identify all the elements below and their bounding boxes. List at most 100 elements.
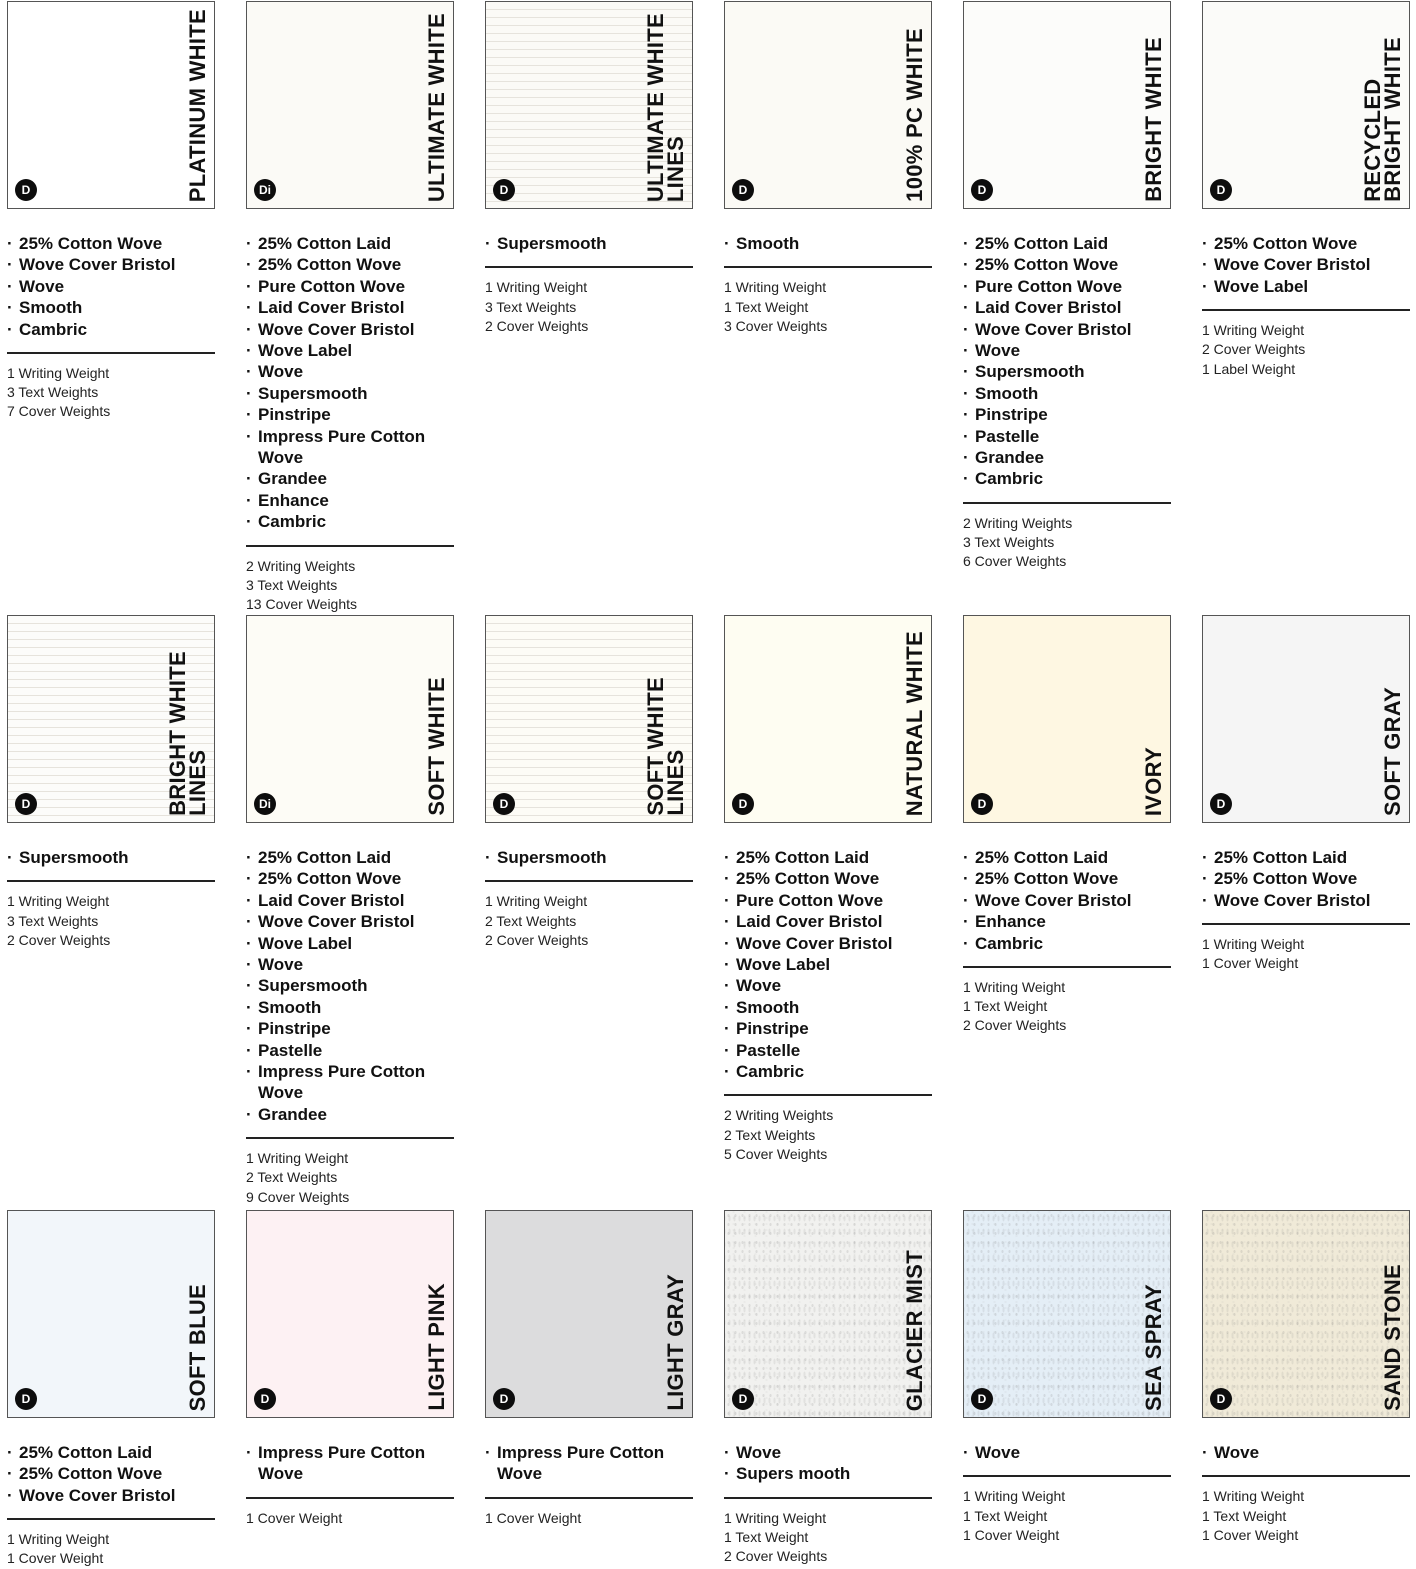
finish-list: 25% Cotton WoveWove Cover BristolWoveSmo…	[7, 233, 215, 340]
finish-item: 25% Cotton Laid	[246, 233, 454, 255]
paper-swatch-light-pink: D LIGHT PINK	[246, 1210, 454, 1418]
divider	[485, 1496, 693, 1499]
finish-item: Wove	[963, 340, 1171, 362]
swatch-name: BRIGHT WHITE LINES	[165, 651, 210, 816]
swatch-name: IVORY	[1141, 746, 1166, 816]
weight-item: 2 Text Weights	[724, 1126, 816, 1143]
weight-item: 1 Writing Weight	[963, 1488, 1066, 1505]
finish-item: Laid Cover Bristol	[724, 911, 932, 933]
swatch-card: D LIGHT PINK Impress Pure Cotton Wove 1 Cov…	[246, 1210, 454, 1528]
finish-item: 25% Cotton Wove	[1202, 233, 1410, 255]
weight-item: 2 Text Weights	[485, 912, 577, 929]
finish-item: Wove	[246, 361, 454, 383]
weight-item: 2 Cover Weights	[485, 317, 589, 334]
finish-item: Pinstripe	[246, 404, 454, 426]
swatch-card: D SAND STONE Wove 1 Writing Weight 1 Text We…	[1202, 1210, 1410, 1545]
finish-item: Supersmooth	[963, 361, 1171, 383]
swatch-name: SAND STONE	[1380, 1264, 1405, 1411]
weight-list: 2 Writing Weights 2 Text Weights 5 Cover W…	[724, 1106, 932, 1164]
finish-item: 25% Cotton Wove	[963, 254, 1171, 276]
finish-list: 25% Cotton WoveWove Cover BristolWove La…	[1202, 233, 1410, 298]
weight-list: 1 Writing Weight 3 Text Weights 7 Cover We…	[7, 364, 215, 422]
divider	[963, 501, 1171, 504]
weight-item: 1 Cover Weight	[7, 1550, 104, 1567]
weight-list: 1 Cover Weight	[485, 1509, 693, 1528]
brand-logo-icon: D	[15, 1388, 37, 1410]
weight-item: 2 Writing Weights	[963, 514, 1073, 531]
brand-logo-icon: Di	[254, 179, 276, 201]
paper-swatch-glacier-mist: D GLACIER MIST	[724, 1210, 932, 1418]
swatch-card: Di SOFT WHITE 25% Cotton Laid25% Cotton Wo…	[246, 615, 454, 1207]
weight-list: 1 Writing Weight 1 Text Weight 3 Cover Wei…	[724, 278, 932, 336]
finish-item: Pastelle	[963, 426, 1171, 448]
weight-item: 3 Text Weights	[485, 298, 577, 315]
finish-item: Smooth	[724, 233, 932, 255]
brand-logo-icon: D	[254, 1388, 276, 1410]
finish-item: Pure Cotton Wove	[724, 890, 932, 912]
finish-item: Smooth	[724, 997, 932, 1019]
paper-swatch-bright-white: D BRIGHT WHITE	[963, 1, 1171, 209]
swatch-card: D 100% PC WHITE Smooth 1 Writing Weight 1 Te…	[724, 1, 932, 336]
finish-list: Supersmooth	[485, 233, 693, 255]
swatch-card: D BRIGHT WHITE 25% Cotton Laid25% Cotton W…	[963, 1, 1171, 571]
finish-item: Wove	[963, 1442, 1171, 1464]
swatch-name: ULTIMATE WHITE LINES	[643, 12, 688, 202]
divider	[7, 352, 215, 355]
finish-list: 25% Cotton Laid25% Cotton WovePure Cotto…	[963, 233, 1171, 490]
weight-list: 1 Writing Weight 1 Cover Weight	[7, 1530, 215, 1568]
finish-item: Cambric	[246, 511, 454, 533]
brand-logo-icon: D	[15, 793, 37, 815]
brand-logo-icon: D	[732, 793, 754, 815]
weight-item: 2 Cover Weights	[724, 1548, 828, 1565]
finish-item: 25% Cotton Laid	[1202, 847, 1410, 869]
divider	[1202, 923, 1410, 926]
finish-item: Wove Cover Bristol	[1202, 890, 1410, 912]
finish-item: Wove Cover Bristol	[963, 890, 1171, 912]
weight-item: 1 Writing Weight	[7, 1531, 110, 1548]
finish-list: 25% Cotton Laid25% Cotton WovePure Cotto…	[246, 233, 454, 533]
finish-item: Grandee	[246, 468, 454, 490]
weight-item: 2 Writing Weights	[246, 557, 356, 574]
finish-item: Laid Cover Bristol	[963, 297, 1171, 319]
brand-logo-icon: D	[971, 793, 993, 815]
divider	[1202, 1475, 1410, 1478]
swatch-name: SEA SPRAY	[1141, 1283, 1166, 1411]
divider	[7, 880, 215, 883]
weight-item: 9 Cover Weights	[246, 1188, 350, 1205]
finish-item: Wove Cover Bristol	[246, 319, 454, 341]
finish-list: Impress Pure Cotton Wove	[485, 1442, 693, 1485]
finish-item: Smooth	[963, 383, 1171, 405]
finish-item: 25% Cotton Wove	[246, 254, 454, 276]
weight-list: 2 Writing Weights 3 Text Weights 6 Cover W…	[963, 514, 1171, 572]
weight-item: 1 Cover Weight	[485, 1509, 582, 1526]
weight-item: 1 Text Weight	[963, 998, 1048, 1015]
swatch-card: D ULTIMATE WHITE LINES Supersmooth 1 Writin…	[485, 1, 693, 336]
finish-item: 25% Cotton Wove	[246, 868, 454, 890]
finish-list: 25% Cotton Laid25% Cotton WoveWove Cover…	[1202, 847, 1410, 912]
brand-logo-icon: D	[732, 1388, 754, 1410]
paper-swatch-natural-white: D NATURAL WHITE	[724, 615, 932, 823]
weight-list: 1 Writing Weight 2 Cover Weights 1 Label W…	[1202, 321, 1410, 379]
weight-item: 1 Text Weight	[1202, 1507, 1287, 1524]
weight-list: 1 Writing Weight 1 Text Weight 2 Cover Wei…	[724, 1509, 932, 1567]
brand-logo-icon: D	[493, 179, 515, 201]
brand-logo-icon: D	[493, 793, 515, 815]
swatch-card: Di ULTIMATE WHITE 25% Cotton Laid25% Cotto…	[246, 1, 454, 614]
weight-item: 2 Cover Weights	[7, 931, 111, 948]
finish-item: 25% Cotton Laid	[724, 847, 932, 869]
weight-item: 1 Writing Weight	[485, 279, 588, 296]
paper-swatch-bright-white-lines: D BRIGHT WHITE LINES	[7, 615, 215, 823]
weight-list: 1 Writing Weight 1 Text Weight 2 Cover Wei…	[963, 978, 1171, 1036]
finish-item: Supersmooth	[485, 233, 693, 255]
finish-item: Wove Label	[724, 954, 932, 976]
swatch-card: D IVORY 25% Cotton Laid25% Cotton WoveWove…	[963, 615, 1171, 1036]
weight-item: 1 Writing Weight	[1202, 1488, 1305, 1505]
weight-item: 5 Cover Weights	[724, 1145, 828, 1162]
finish-item: Impress Pure Cotton Wove	[246, 426, 454, 469]
paper-swatch-sea-spray: D SEA SPRAY	[963, 1210, 1171, 1418]
divider	[485, 266, 693, 269]
weight-item: 7 Cover Weights	[7, 403, 111, 420]
weight-item: 3 Cover Weights	[724, 317, 828, 334]
paper-swatch-soft-gray: D SOFT GRAY	[1202, 615, 1410, 823]
weight-item: 2 Cover Weights	[963, 1017, 1067, 1034]
